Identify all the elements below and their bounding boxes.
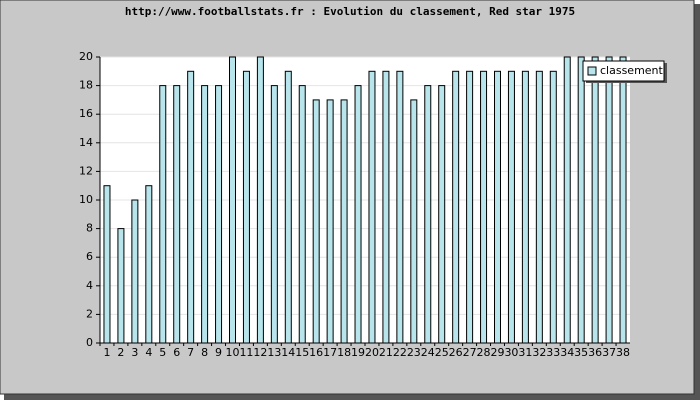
bar: [256, 56, 264, 344]
bar: [452, 70, 460, 344]
x-tick-label: 22: [393, 346, 407, 359]
x-tick-label: 16: [309, 346, 323, 359]
bar: [424, 85, 432, 344]
x-tick-label: 30: [504, 346, 518, 359]
x-tick-label: 36: [588, 346, 602, 359]
y-tick-label: 2: [86, 307, 93, 320]
bar: [494, 70, 501, 344]
bar: [382, 70, 390, 344]
x-tick-label: 23: [407, 346, 421, 359]
bar: [201, 85, 209, 344]
bar: [605, 56, 613, 344]
x-tick-label: 3: [131, 346, 138, 359]
bar: [410, 99, 418, 344]
bar: [591, 56, 599, 344]
bar: [535, 70, 543, 344]
x-tick-label: 28: [477, 346, 491, 359]
bar: [159, 85, 167, 344]
y-tick-label: 8: [86, 222, 93, 235]
bar: [312, 99, 320, 344]
x-tick-label: 21: [379, 346, 393, 359]
bar: [507, 70, 515, 344]
legend-label: classement: [600, 64, 664, 77]
x-tick-label: 9: [215, 346, 222, 359]
x-tick-label: 15: [295, 346, 309, 359]
x-tick-label: 34: [560, 346, 574, 359]
y-tick-label: 18: [79, 79, 93, 92]
x-tick-label: 20: [365, 346, 379, 359]
bar: [242, 70, 250, 344]
bar: [438, 85, 446, 344]
bar: [326, 99, 334, 344]
legend-box: [582, 60, 665, 82]
y-tick-label: 14: [79, 136, 93, 149]
bar: [480, 70, 488, 344]
bar: [270, 85, 278, 344]
bar: [103, 185, 111, 344]
x-tick-label: 11: [239, 346, 253, 359]
y-tick-label: 6: [86, 250, 93, 263]
x-tick-label: 14: [281, 346, 295, 359]
x-tick-label: 25: [435, 346, 449, 359]
x-tick-label: 12: [253, 346, 267, 359]
y-tick-label: 10: [79, 193, 93, 206]
bar: [619, 56, 627, 344]
x-tick-label: 29: [491, 346, 505, 359]
bar: [549, 70, 557, 344]
x-tick-label: 17: [323, 346, 337, 359]
x-tick-label: 37: [602, 346, 616, 359]
x-tick-label: 33: [546, 346, 560, 359]
x-tick-label: 35: [574, 346, 588, 359]
x-tick-label: 7: [187, 346, 194, 359]
bar: [340, 99, 348, 344]
x-tick-label: 32: [532, 346, 546, 359]
x-tick-label: 19: [351, 346, 365, 359]
x-tick-label: 2: [117, 346, 124, 359]
y-tick-label: 20: [79, 50, 93, 63]
bar: [396, 70, 404, 344]
x-tick-label: 27: [463, 346, 477, 359]
bar: [368, 70, 376, 344]
x-tick-label: 1: [103, 346, 110, 359]
y-tick-label: 12: [79, 164, 93, 177]
x-tick-label: 24: [421, 346, 435, 359]
x-tick-label: 26: [449, 346, 463, 359]
bar: [117, 228, 125, 344]
x-tick-label: 13: [267, 346, 281, 359]
y-tick-label: 16: [79, 107, 93, 120]
x-tick-label: 5: [159, 346, 166, 359]
bar: [298, 85, 306, 344]
bar: [577, 56, 585, 344]
x-tick-label: 6: [173, 346, 180, 359]
y-tick-label: 0: [86, 336, 93, 349]
bar: [229, 56, 236, 344]
bar: [284, 70, 292, 344]
x-tick-label: 31: [518, 346, 532, 359]
x-tick-label: 4: [145, 346, 152, 359]
x-tick-label: 18: [337, 346, 351, 359]
legend-swatch: [587, 66, 597, 76]
bar: [354, 85, 362, 344]
bar: [563, 56, 571, 344]
x-tick-label: 38: [616, 346, 630, 359]
bar: [173, 85, 181, 344]
bar: [521, 70, 529, 344]
x-tick-label: 10: [226, 346, 240, 359]
bar: [187, 70, 195, 344]
bar: [215, 85, 223, 344]
y-tick-label: 4: [86, 279, 93, 292]
bar: [131, 199, 139, 344]
x-tick-label: 8: [201, 346, 208, 359]
bar: [145, 185, 153, 344]
bar: [466, 70, 474, 344]
chart-title: http://www.footballstats.fr : Evolution …: [125, 5, 575, 18]
